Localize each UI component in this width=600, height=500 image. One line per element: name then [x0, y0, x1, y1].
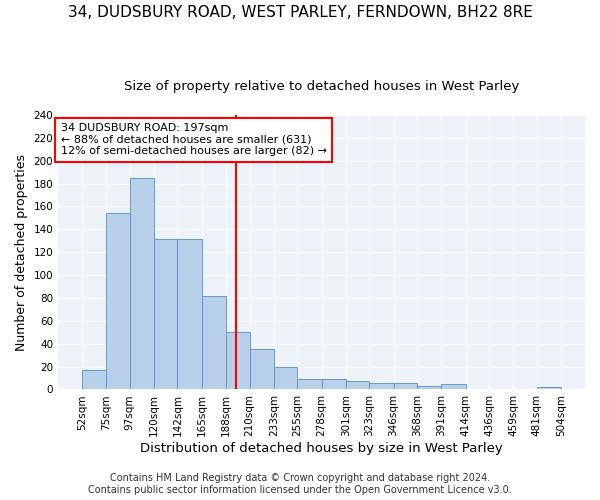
Bar — [536, 387, 561, 390]
Bar — [250, 350, 274, 390]
Bar — [369, 382, 394, 390]
Bar — [154, 238, 178, 390]
Bar — [82, 370, 106, 390]
Bar — [202, 296, 226, 390]
Bar — [274, 366, 297, 390]
Bar — [417, 386, 442, 390]
Bar — [178, 238, 202, 390]
Bar — [130, 178, 154, 390]
Bar — [442, 384, 466, 390]
Text: 34 DUDSBURY ROAD: 197sqm
← 88% of detached houses are smaller (631)
12% of semi-: 34 DUDSBURY ROAD: 197sqm ← 88% of detach… — [61, 123, 327, 156]
Text: 34, DUDSBURY ROAD, WEST PARLEY, FERNDOWN, BH22 8RE: 34, DUDSBURY ROAD, WEST PARLEY, FERNDOWN… — [68, 5, 532, 20]
Bar — [346, 382, 369, 390]
Bar — [226, 332, 250, 390]
Bar — [394, 382, 417, 390]
Title: Size of property relative to detached houses in West Parley: Size of property relative to detached ho… — [124, 80, 519, 93]
Text: Contains HM Land Registry data © Crown copyright and database right 2024.
Contai: Contains HM Land Registry data © Crown c… — [88, 474, 512, 495]
Y-axis label: Number of detached properties: Number of detached properties — [15, 154, 28, 350]
Bar — [297, 379, 322, 390]
Bar — [322, 379, 346, 390]
X-axis label: Distribution of detached houses by size in West Parley: Distribution of detached houses by size … — [140, 442, 503, 455]
Bar — [106, 214, 130, 390]
